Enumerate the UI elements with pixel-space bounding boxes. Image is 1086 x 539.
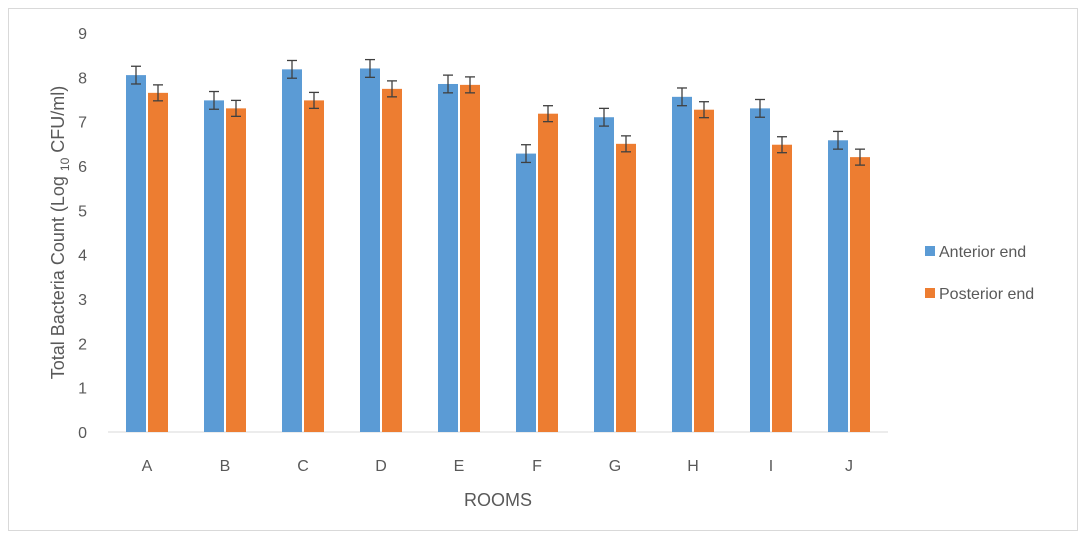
bar-I-posterior bbox=[772, 144, 792, 432]
legend-label: Posterior end bbox=[939, 286, 1034, 303]
x-tick-label: B bbox=[220, 458, 231, 475]
bar-D-posterior bbox=[382, 88, 402, 433]
y-tick-label: 6 bbox=[78, 159, 87, 176]
error-bar bbox=[855, 148, 865, 166]
x-tick-label: E bbox=[454, 458, 465, 475]
x-tick-label: D bbox=[375, 458, 387, 475]
bar-F-posterior bbox=[538, 113, 558, 432]
bar-I-anterior bbox=[750, 108, 770, 432]
error-bar bbox=[287, 59, 297, 79]
x-axis-title: ROOMS bbox=[464, 490, 532, 510]
error-bar bbox=[677, 87, 687, 107]
bar-H-posterior bbox=[694, 109, 714, 433]
bar-A-posterior bbox=[148, 92, 168, 432]
error-bar bbox=[153, 84, 163, 102]
error-bar bbox=[365, 58, 375, 78]
bar-D-anterior bbox=[360, 68, 380, 432]
x-tick-label: F bbox=[532, 458, 542, 475]
error-bar bbox=[777, 136, 787, 154]
bar-C-anterior bbox=[282, 69, 302, 432]
error-bar bbox=[621, 135, 631, 153]
y-axis-title-suffix: CFU/ml) bbox=[48, 86, 68, 158]
bar-J-posterior bbox=[850, 157, 870, 432]
y-tick-label: 8 bbox=[78, 70, 87, 87]
y-tick-label: 1 bbox=[78, 381, 87, 398]
x-tick-label: A bbox=[142, 458, 153, 475]
bars bbox=[126, 58, 870, 433]
error-bar bbox=[521, 144, 531, 164]
error-bar bbox=[833, 130, 843, 150]
x-tick-label: G bbox=[609, 458, 621, 475]
y-axis-ticks: 0 1 2 3 4 5 6 7 8 9 bbox=[78, 26, 87, 442]
y-tick-label: 7 bbox=[78, 115, 87, 132]
error-bar bbox=[443, 74, 453, 94]
legend-swatch bbox=[925, 288, 935, 298]
error-bar bbox=[387, 80, 397, 98]
error-bar bbox=[755, 98, 765, 118]
error-bar bbox=[231, 99, 241, 117]
bar-G-anterior bbox=[594, 117, 614, 432]
y-tick-label: 4 bbox=[78, 248, 87, 265]
legend-swatch bbox=[925, 246, 935, 256]
y-axis-title-prefix: Total Bacteria Count (Log bbox=[48, 171, 68, 379]
x-tick-label: C bbox=[297, 458, 309, 475]
error-bar bbox=[599, 107, 609, 127]
error-bar bbox=[543, 105, 553, 123]
bar-A-anterior bbox=[126, 75, 146, 432]
bar-B-anterior bbox=[204, 100, 224, 433]
y-tick-label: 5 bbox=[78, 203, 87, 220]
bar-G-posterior bbox=[616, 143, 636, 433]
y-tick-label: 3 bbox=[78, 292, 87, 309]
error-bar bbox=[209, 90, 219, 110]
bar-J-anterior bbox=[828, 140, 848, 432]
bar-E-posterior bbox=[460, 84, 480, 433]
y-tick-label: 0 bbox=[78, 425, 87, 442]
error-bar bbox=[131, 65, 141, 85]
y-axis-title: Total Bacteria Count (Log 10 CFU/ml) bbox=[48, 86, 72, 379]
y-tick-label: 2 bbox=[78, 336, 87, 353]
error-bar bbox=[699, 101, 709, 119]
bar-E-anterior bbox=[438, 83, 458, 432]
y-axis-title-subscript: 10 bbox=[58, 157, 72, 171]
x-tick-label: J bbox=[845, 458, 853, 475]
error-bar bbox=[309, 91, 319, 110]
legend-label: Anterior end bbox=[939, 244, 1026, 261]
x-tick-label: H bbox=[687, 458, 699, 475]
x-axis-ticks: A B C D E F G H I J bbox=[142, 458, 853, 475]
bar-H-anterior bbox=[672, 96, 692, 432]
y-tick-label: 9 bbox=[78, 26, 87, 43]
bar-C-posterior bbox=[304, 100, 324, 433]
bar-B-posterior bbox=[226, 108, 246, 432]
error-bar bbox=[465, 76, 475, 94]
legend: Anterior end Posterior end bbox=[925, 244, 1034, 303]
x-tick-label: I bbox=[769, 458, 773, 475]
bar-F-anterior bbox=[516, 153, 536, 432]
